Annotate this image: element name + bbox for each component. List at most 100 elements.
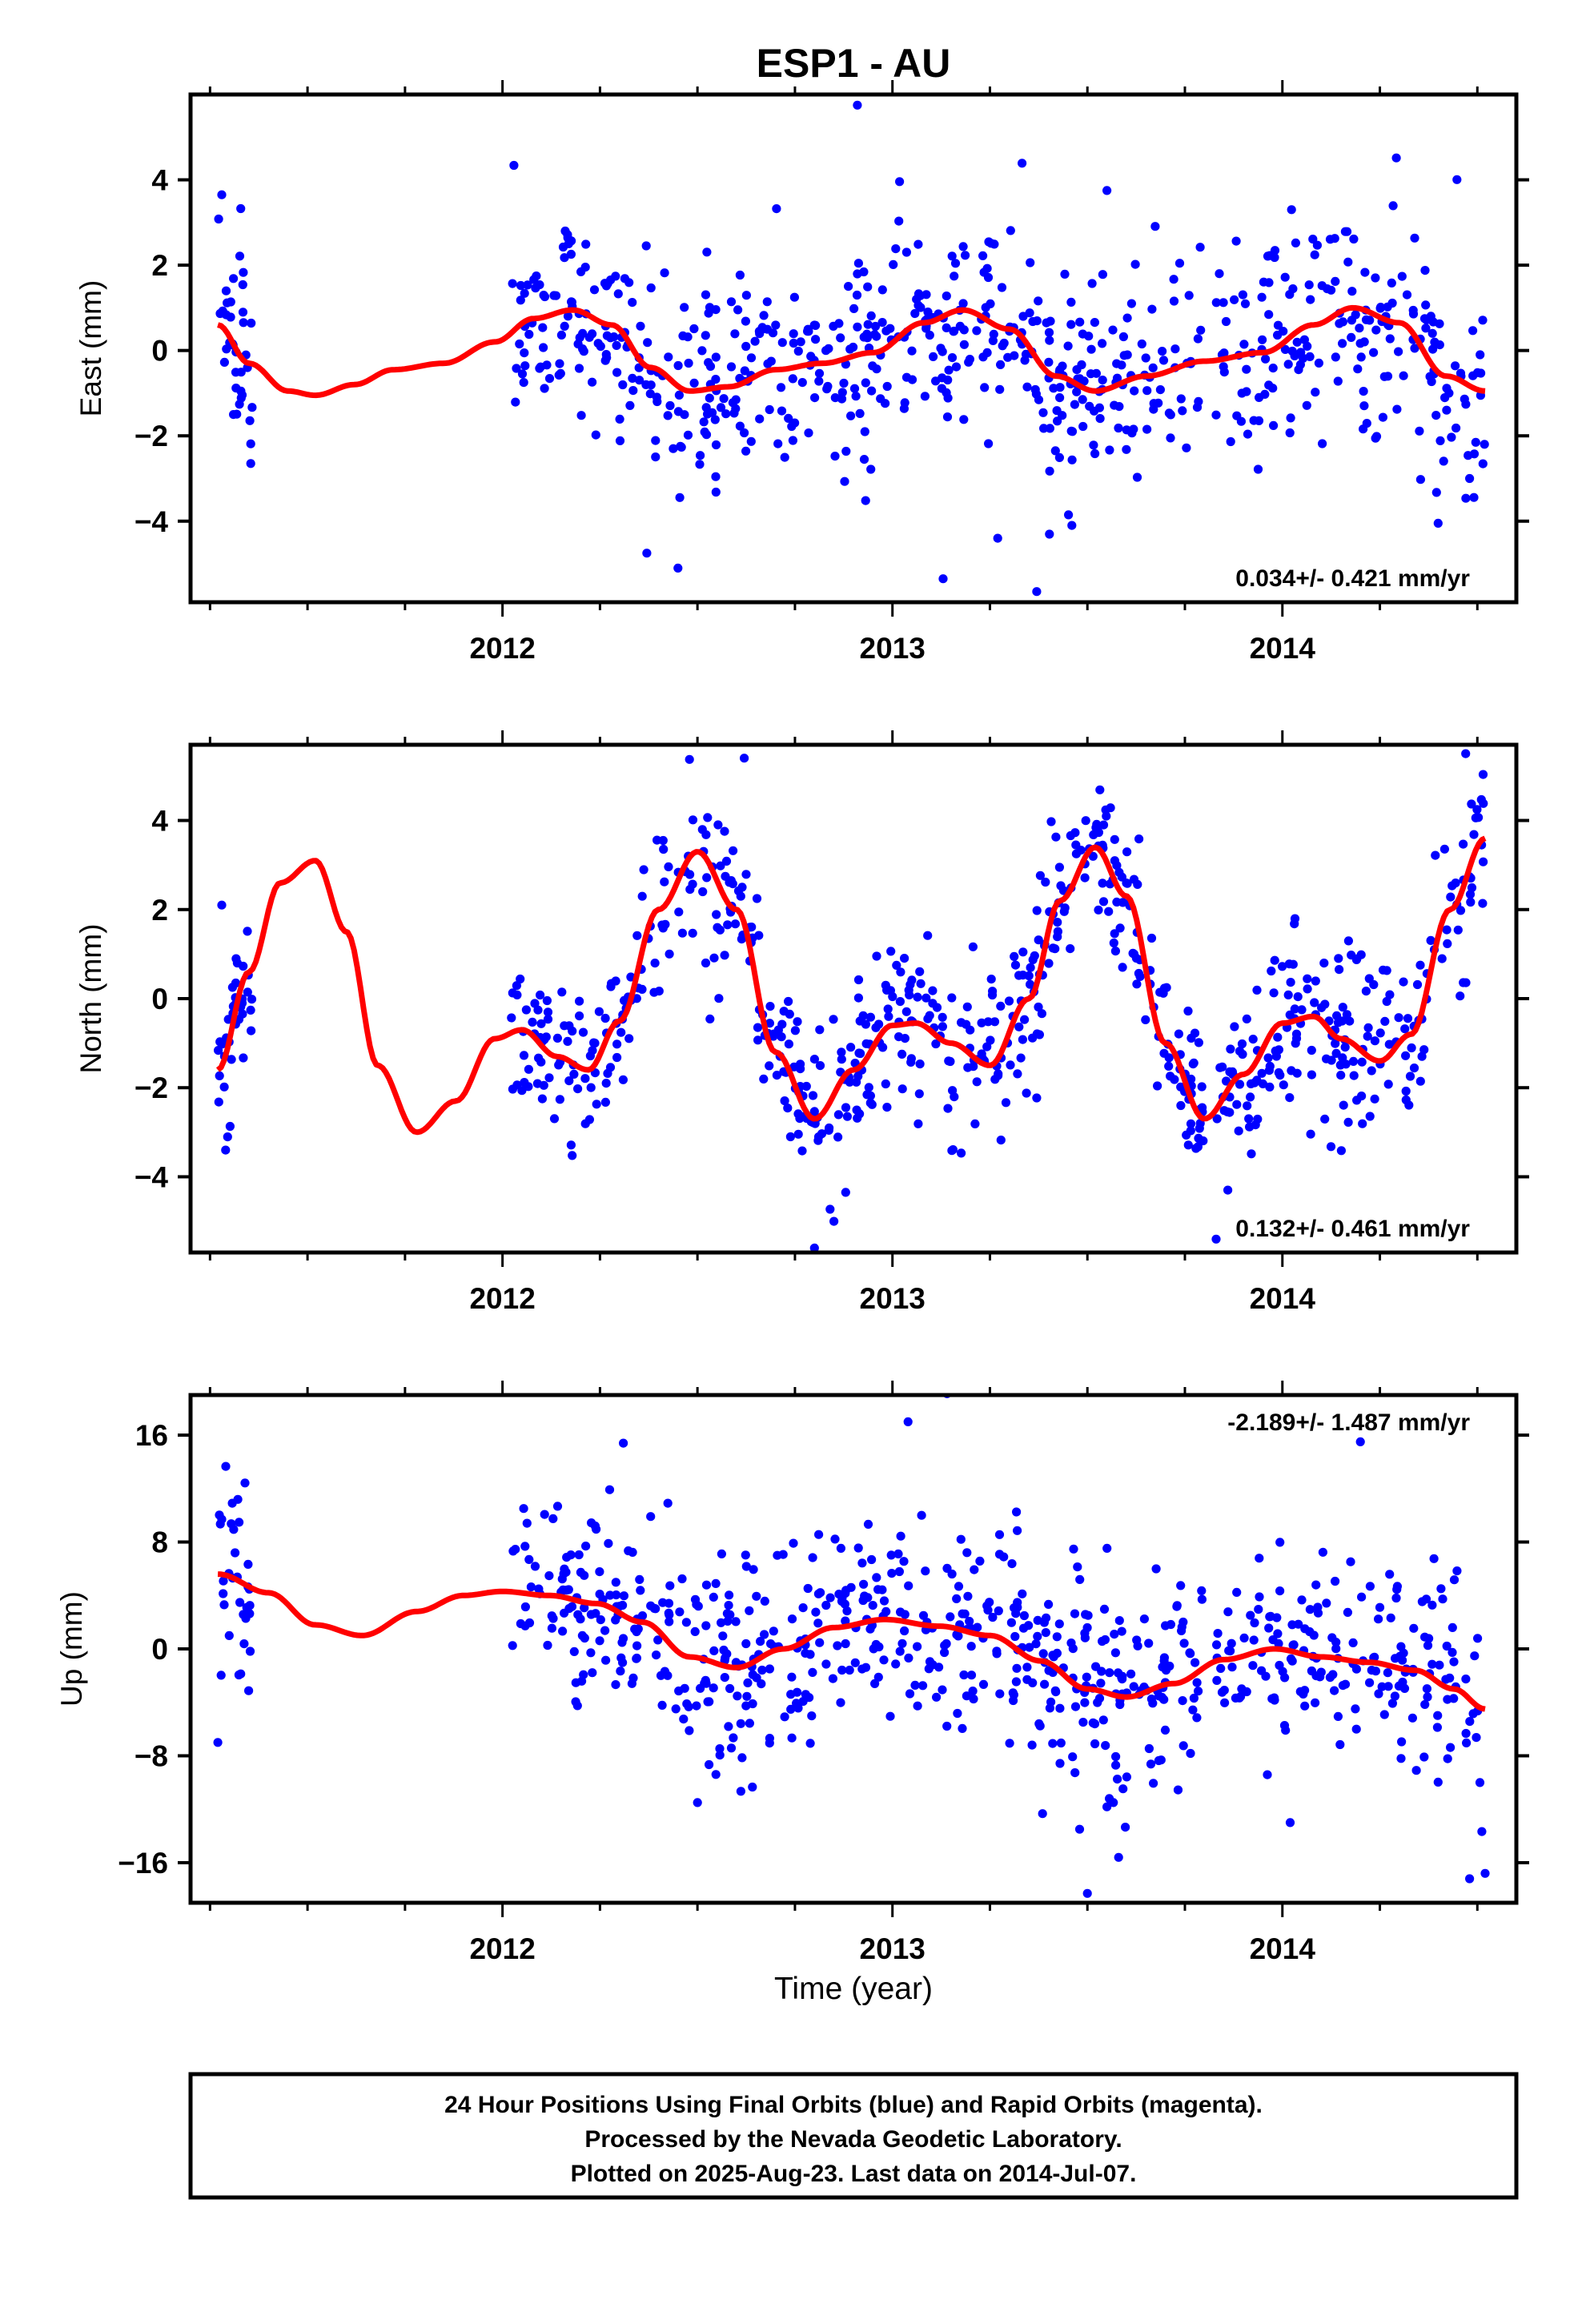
data-point [1042, 1613, 1051, 1622]
data-point [1045, 529, 1054, 539]
data-point [1465, 890, 1476, 899]
data-point [674, 907, 684, 917]
data-point [1343, 936, 1353, 946]
data-point [932, 1692, 942, 1702]
data-point [1220, 1698, 1230, 1707]
data-point [522, 1518, 532, 1528]
data-point [959, 340, 969, 349]
data-point [990, 1017, 1000, 1027]
data-point [952, 1594, 962, 1603]
data-point [729, 846, 738, 855]
data-point [536, 1019, 546, 1028]
data-point [226, 297, 235, 307]
data-point [1186, 1748, 1195, 1759]
data-point [779, 1007, 789, 1016]
data-point [867, 386, 877, 396]
data-point [1384, 1039, 1394, 1049]
data-point [1227, 1638, 1236, 1648]
data-point [1449, 1575, 1460, 1585]
data-point [695, 460, 705, 469]
data-point [1315, 1672, 1325, 1682]
data-point [689, 378, 699, 388]
data-point [1394, 1013, 1403, 1023]
data-point [1132, 472, 1142, 482]
data-point [1089, 440, 1098, 450]
data-point [1169, 275, 1178, 284]
data-point [1275, 1586, 1285, 1596]
data-point [1038, 408, 1048, 417]
panel-north: −4 −2 0 2 4 2012 2013 2014 North (mm) 0.132+/- 0.… [74, 730, 1529, 1315]
data-point [1331, 352, 1340, 362]
data-point [1018, 947, 1028, 957]
outlier-point [853, 100, 862, 110]
data-point [1269, 420, 1279, 431]
data-point [1275, 1071, 1285, 1080]
data-point [600, 1626, 610, 1635]
velocity-annotation: 0.132+/- 0.461 mm/yr [1235, 1216, 1470, 1242]
data-point [1193, 334, 1203, 344]
data-point [920, 392, 930, 401]
data-point [579, 1670, 588, 1679]
data-point [1383, 1668, 1392, 1678]
outlier-point [1074, 1824, 1085, 1834]
data-point [1088, 851, 1098, 861]
data-point [685, 885, 695, 895]
data-point [921, 993, 931, 1003]
data-point [245, 1647, 255, 1656]
data-point [1285, 428, 1295, 438]
data-point [861, 1039, 871, 1048]
data-point [1078, 421, 1088, 432]
data-point [979, 267, 989, 277]
data-point [923, 931, 933, 940]
data-point [865, 1012, 875, 1022]
data-point [1387, 1699, 1397, 1708]
data-point [720, 826, 729, 836]
data-point [1231, 236, 1241, 246]
data-point [1388, 201, 1398, 211]
data-point [1130, 259, 1140, 269]
data-point [1264, 310, 1274, 320]
data-point [1286, 413, 1295, 423]
data-point [1411, 1766, 1421, 1775]
data-point [705, 1759, 714, 1770]
outlier-point [1114, 1852, 1123, 1862]
data-point [1098, 820, 1109, 830]
data-point [846, 411, 856, 420]
data-point [1112, 373, 1122, 383]
data-point [1264, 380, 1274, 390]
data-point [901, 247, 911, 257]
data-point [1101, 1741, 1110, 1751]
data-point [747, 923, 757, 932]
data-point [548, 1514, 558, 1523]
data-point [1196, 325, 1206, 335]
data-point [580, 1570, 589, 1580]
data-point [777, 406, 787, 416]
data-point [612, 368, 622, 377]
data-point [789, 338, 798, 348]
data-point [1070, 1609, 1080, 1618]
data-point [1110, 1648, 1120, 1658]
data-point [544, 374, 555, 384]
data-point [815, 1638, 825, 1647]
data-point [1112, 897, 1122, 907]
data-point [825, 1593, 835, 1602]
data-point [243, 927, 252, 936]
data-point [715, 1751, 725, 1760]
data-point [1188, 1705, 1198, 1715]
data-point [755, 414, 765, 424]
data-point [1025, 308, 1034, 318]
data-point [1443, 939, 1452, 948]
data-point [658, 1598, 668, 1607]
data-point [1098, 897, 1109, 907]
data-point [1371, 273, 1380, 283]
data-point [913, 1642, 922, 1651]
data-point [624, 1034, 634, 1043]
data-point [1197, 1082, 1207, 1092]
data-point [1257, 1666, 1267, 1675]
data-point [1297, 1005, 1307, 1015]
data-point [813, 1618, 823, 1628]
outlier-point [993, 533, 1002, 543]
data-point [855, 1109, 865, 1119]
data-point [1031, 389, 1041, 399]
data-point [1244, 1114, 1254, 1124]
